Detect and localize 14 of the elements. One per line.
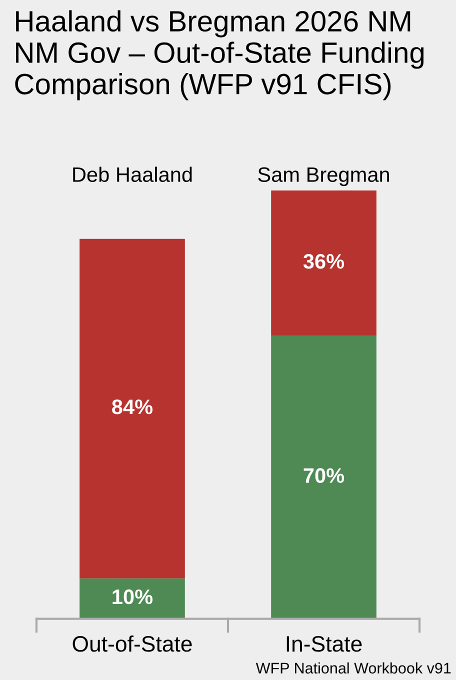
chart-title: Haaland vs Bregman 2026 NM NM Gov – Out-of-State Funding Comparison (WFP v91 CFIS) <box>15 10 424 100</box>
x-tick-label: Out-of-State <box>72 635 192 652</box>
data-label: 10% <box>112 589 153 604</box>
text: WFP National Workbook v91 <box>256 662 451 674</box>
bar <box>80 578 185 619</box>
data-label: 84% <box>112 399 153 414</box>
text: Deb Haaland <box>73 166 192 182</box>
bar <box>271 336 376 619</box>
bar <box>271 190 376 336</box>
data-label: 36% <box>303 254 344 269</box>
x-tick-label: In-State <box>286 636 362 652</box>
text: Sam Bregman <box>258 167 389 186</box>
bar <box>80 238 185 578</box>
data-label: 70% <box>304 468 344 483</box>
